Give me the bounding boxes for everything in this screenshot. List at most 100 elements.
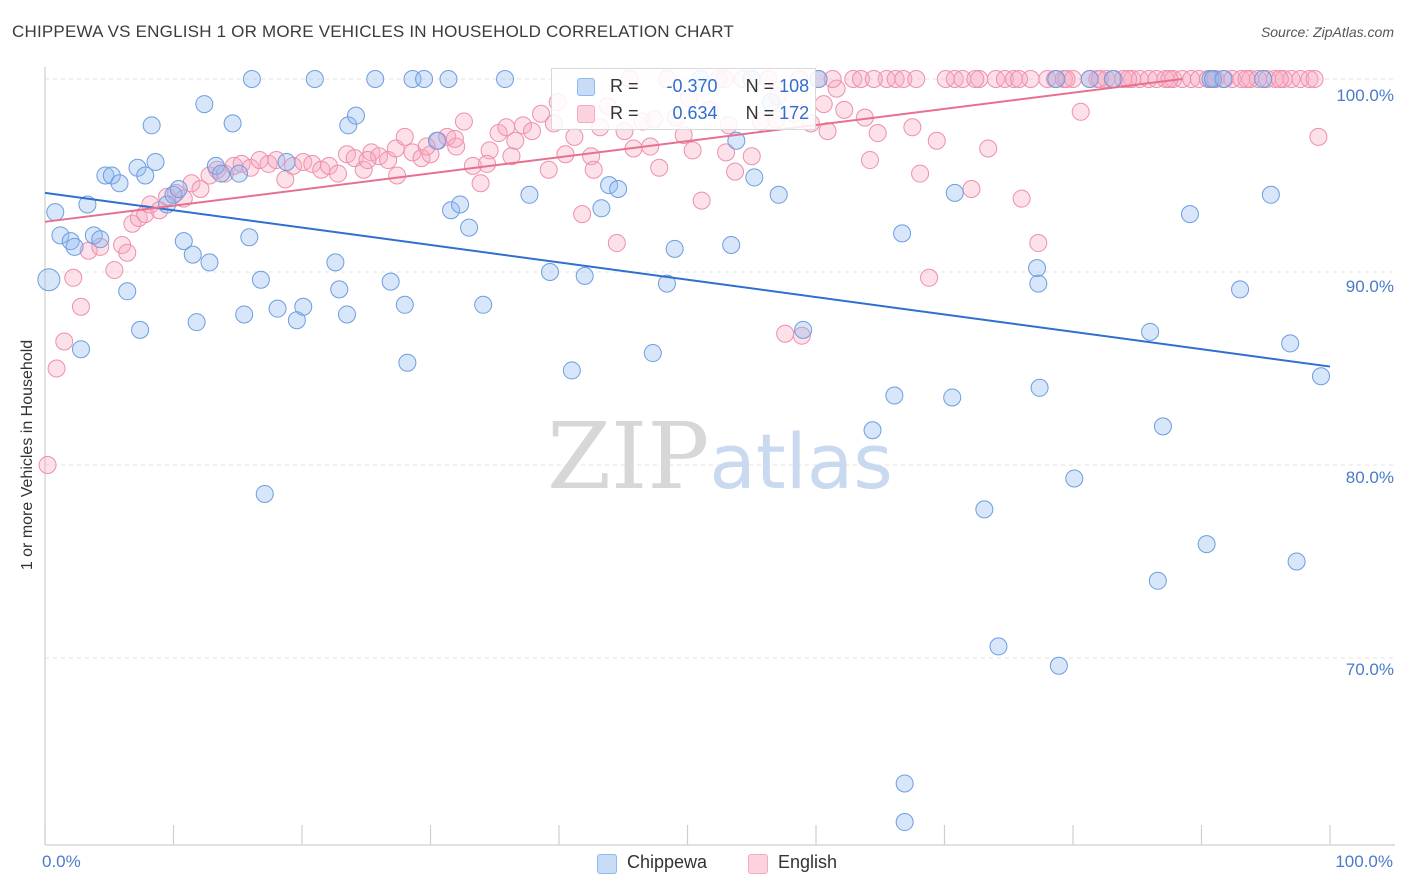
chippewa-point	[251, 270, 270, 289]
chippewa-point	[268, 299, 287, 318]
chippewa-point	[339, 116, 358, 135]
chippewa-point	[330, 280, 349, 299]
chippewa-point	[1287, 552, 1306, 571]
english-point	[920, 268, 939, 287]
x-tick-min: 0.0%	[42, 852, 81, 871]
english-point	[471, 174, 490, 193]
english-point	[894, 70, 913, 88]
chippewa-point	[65, 237, 84, 256]
english-point	[860, 151, 879, 170]
english-point	[650, 158, 669, 177]
english-point	[1012, 189, 1031, 208]
english-point	[903, 118, 922, 137]
english-point	[814, 95, 833, 114]
chippewa-point	[1047, 70, 1066, 88]
english-point	[607, 234, 626, 253]
english-point	[717, 143, 736, 162]
english-point	[1071, 102, 1090, 121]
english-point	[927, 131, 946, 150]
chippewa-point	[1029, 274, 1048, 293]
english-point	[463, 156, 482, 175]
chippewa-point	[381, 272, 400, 291]
chippewa-point	[1312, 367, 1331, 386]
trend-lines	[44, 78, 1331, 368]
chippewa-point	[1214, 70, 1233, 88]
english-point	[445, 129, 464, 148]
chippewa-point	[863, 421, 882, 440]
chippewa-point	[102, 166, 121, 185]
chippewa-point	[1180, 205, 1199, 224]
english-point	[358, 151, 377, 170]
chippewa-point	[1028, 259, 1047, 278]
chippewa-point	[235, 305, 254, 324]
english-point	[823, 70, 842, 88]
chippewa-n-value: 108	[779, 76, 810, 96]
english-point	[506, 131, 525, 150]
chippewa-point	[183, 245, 202, 264]
chippewa-point	[575, 266, 594, 285]
chippewa-legend-swatch	[597, 854, 617, 874]
chippewa-point	[277, 152, 296, 171]
chippewa-point	[893, 224, 912, 243]
english-point	[844, 70, 863, 88]
english-point	[1010, 70, 1029, 88]
english-n-value: 172	[779, 103, 810, 123]
english-point	[776, 324, 795, 343]
english-point	[683, 141, 702, 160]
english-point	[886, 70, 905, 88]
chippewa-point	[439, 70, 458, 88]
chippewa-point	[1261, 185, 1280, 204]
english-point	[565, 127, 584, 146]
english-point	[1057, 70, 1076, 88]
english-point	[726, 162, 745, 181]
english-point	[55, 332, 74, 351]
chippewa-swatch	[577, 78, 595, 96]
chippewa-point	[174, 232, 193, 251]
chippewa-point	[46, 203, 65, 222]
y-tick-100: 100.0%	[1336, 86, 1394, 105]
english-point	[1237, 70, 1256, 88]
chippewa-point	[794, 320, 813, 339]
chippewa-point	[51, 226, 70, 245]
english-point	[742, 147, 761, 166]
chippewa-point	[474, 295, 493, 314]
english-point	[191, 180, 210, 199]
english-point	[64, 268, 83, 287]
english-point	[835, 100, 854, 119]
chippewa-point	[600, 176, 619, 195]
chippewa-point	[142, 116, 161, 135]
english-point	[556, 145, 575, 164]
chippewa-point	[1141, 322, 1160, 341]
y-tick-90: 90.0%	[1345, 277, 1394, 296]
chippewa-point	[240, 228, 259, 247]
chippewa-point	[1065, 469, 1084, 488]
chippewa-point	[895, 813, 914, 832]
chippewa-r-value: -0.370	[666, 76, 718, 96]
chippewa-points	[37, 70, 1331, 832]
chippewa-point	[242, 70, 261, 88]
english-trend-line	[44, 78, 1183, 223]
chippewa-point	[1204, 70, 1223, 88]
chippewa-point	[398, 353, 417, 372]
english-point	[1305, 70, 1324, 88]
chippewa-point	[945, 183, 964, 202]
chart-title: CHIPPEWA VS ENGLISH 1 OR MORE VEHICLES I…	[12, 22, 734, 41]
english-point	[1300, 70, 1319, 88]
english-point	[319, 156, 338, 175]
chippewa-point	[657, 274, 676, 293]
english-point	[105, 261, 124, 280]
chippewa-point	[212, 164, 231, 183]
english-point	[979, 139, 998, 158]
chippewa-point	[337, 305, 356, 324]
english-point	[454, 112, 473, 131]
english-point	[868, 124, 887, 143]
english-point	[792, 326, 811, 345]
chippewa-point	[943, 388, 962, 407]
chippewa-point	[195, 95, 214, 114]
english-point	[215, 164, 234, 183]
chippewa-point	[722, 235, 741, 254]
chippewa-point	[366, 70, 385, 88]
x-tick-max: 100.0%	[1335, 852, 1393, 871]
english-point	[478, 154, 497, 173]
